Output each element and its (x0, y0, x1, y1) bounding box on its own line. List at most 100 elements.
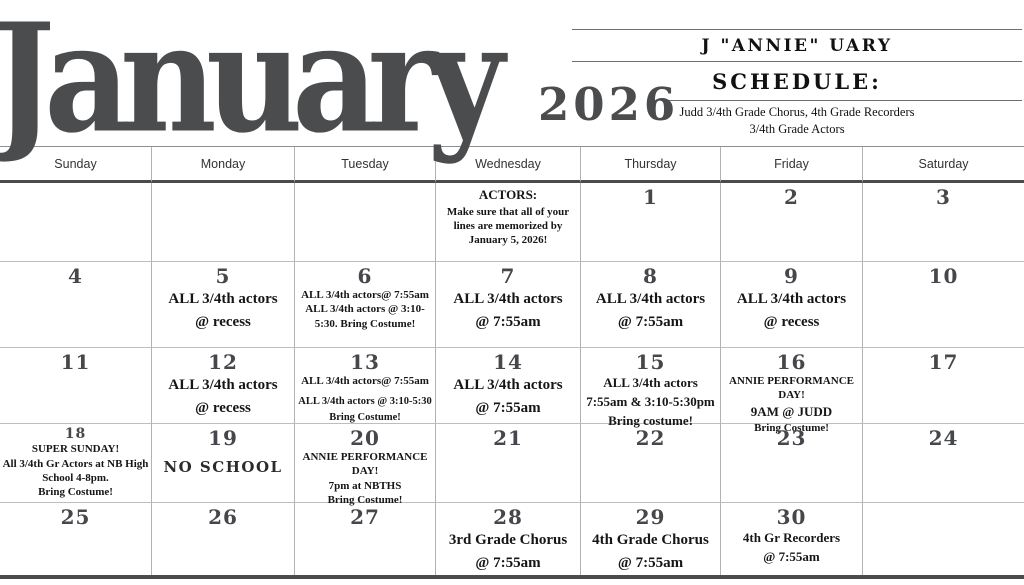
day-number: 23 (776, 426, 807, 450)
event-line: @ recess (195, 399, 251, 416)
event-line: Bring costume! (608, 412, 693, 428)
year-label: 2026 (538, 78, 680, 131)
calendar-cell-10: 10 (863, 262, 1024, 348)
schedule-word: SCHEDULE: (712, 69, 882, 94)
calendar-cell-1: 1 (581, 183, 721, 262)
day-number: 30 (776, 505, 807, 529)
calendar-cell-8: 8 ALL 3/4th actors @ 7:55am (581, 262, 721, 348)
event-line: Bring Costume! (754, 422, 829, 435)
calendar-cell-16: 16 ANNIE PERFORMANCE DAY! 9AM @ JUDD Bring … (721, 348, 863, 434)
calendar-cell-24: 24 (863, 424, 1024, 503)
event-line: @ 7:55am (475, 554, 541, 571)
day-number: 6 (357, 264, 373, 288)
calendar-cell-26: 26 (152, 503, 295, 575)
event-line: Make sure that all of your lines are mem… (446, 205, 570, 247)
day-number: 26 (208, 505, 238, 529)
calendar-cell-3: 3 (863, 183, 1024, 262)
day-header-thursday: Thursday (581, 147, 721, 183)
day-number: 2 (784, 185, 799, 209)
day-number: 17 (928, 350, 959, 374)
calendar-cell-29: 29 4th Grade Chorus @ 7:55am (581, 503, 721, 575)
day-header-tuesday: Tuesday (295, 147, 436, 183)
event-line: @ 7:55am (475, 399, 541, 416)
calendar-cell (152, 183, 295, 262)
calendar-cell-12: 12 ALL 3/4th actors @ recess (152, 348, 295, 424)
event-line: 9AM @ JUDD (750, 403, 833, 419)
event-line: SUPER SUNDAY! (31, 443, 120, 456)
calendar-cell-21: 21 (436, 424, 581, 503)
event-line: @ 7:55am (617, 313, 684, 330)
calendar-cell: ACTORS: Make sure that all of your lines … (436, 183, 581, 262)
day-number: 25 (60, 505, 91, 529)
day-number: 11 (60, 350, 91, 374)
day-number: 24 (928, 426, 959, 450)
event-line: 7:55am & 3:10-5:30pm (586, 393, 715, 409)
calendar-cell-20: 20 ANNIE PERFORMANCE DAY! 7pm at NBTHS Brin… (295, 424, 436, 506)
event-line: ALL 3/4th actors @ 3:10-5:30 (298, 396, 432, 408)
calendar-cell (0, 183, 152, 262)
event-line: ALL 3/4th actors (603, 375, 698, 390)
event-line: 4th Gr Recorders (742, 530, 841, 545)
day-header-monday: Monday (152, 147, 295, 183)
calendar-cell-4: 4 (0, 262, 152, 348)
event-line: @ 7:55am (475, 313, 541, 330)
day-number: 8 (643, 264, 658, 288)
event-line: ALL 3/4th actors (595, 291, 706, 307)
event-line: @ 7:55am (763, 548, 820, 564)
schedule-title: J "ANNIE" UARY (701, 36, 893, 56)
day-number: 12 (208, 350, 238, 374)
day-number: 13 (350, 350, 380, 374)
event-line: ALL 3/4th actors@ 7:55am (301, 375, 429, 387)
schedule-subtitle-1: Judd 3/4th Grade Chorus, 4th Grade Recor… (679, 105, 915, 119)
schedule-subtitle-2: 3/4th Grade Actors (749, 121, 845, 136)
day-number: 22 (635, 426, 666, 450)
calendar-cell-9: 9 ALL 3/4th actors @ recess (721, 262, 863, 348)
calendar-cell-22: 22 (581, 424, 721, 503)
calendar-cell (863, 503, 1024, 575)
calendar-cell-15: 15 ALL 3/4th actors 7:55am & 3:10-5:30pm Br… (581, 348, 721, 428)
event-line: @ recess (763, 313, 820, 330)
day-header-wednesday: Wednesday (436, 147, 581, 183)
day-number: 19 (208, 426, 238, 450)
calendar-cell-13: 13 ALL 3/4th actors@ 7:55am ALL 3/4th acto… (295, 348, 436, 424)
calendar-cell (295, 183, 436, 262)
day-number: 3 (936, 185, 951, 209)
event-line: ALL 3/4th actors@ 7:55am (301, 289, 429, 301)
day-number: 15 (635, 350, 666, 374)
header-divider-short (663, 100, 1022, 101)
event-line: ALL 3/4th actors (453, 377, 563, 393)
event-line: ALL 3/4th actors (168, 291, 278, 307)
day-header-friday: Friday (721, 147, 863, 183)
calendar-cell-11: 11 (0, 348, 152, 424)
event-line: ACTORS: (478, 187, 538, 202)
day-number: 14 (493, 350, 523, 374)
event-line: ALL 3/4th actors @ 3:10-5:30. Bring Cost… (305, 303, 425, 330)
calendar-cell-19: 19 NO SCHOOL (152, 424, 295, 503)
calendar-cell-27: 27 (295, 503, 436, 575)
schedule-header: J "ANNIE" UARY SCHEDULE: Judd 3/4th Grad… (572, 29, 1022, 137)
event-line: Bring Costume! (38, 486, 113, 499)
event-line: Bring Costume! (327, 493, 403, 506)
calendar-grid: Sunday Monday Tuesday Wednesday Thursday Frid… (0, 146, 1024, 579)
calendar-cell-25: 25 (0, 503, 152, 575)
event-line: All 3/4th Gr Actors at NB High (2, 457, 149, 470)
calendar-cell-23: 23 (721, 424, 863, 503)
day-number: 5 (215, 264, 231, 288)
day-number: 29 (635, 505, 666, 529)
event-line: ALL 3/4th actors (736, 291, 847, 307)
event-line: ANNIE PERFORMANCE DAY! (729, 375, 854, 402)
day-number: 1 (643, 185, 658, 209)
month-title: January (0, 0, 505, 167)
event-line: @ recess (195, 313, 251, 330)
calendar-cell-14: 14 ALL 3/4th actors @ 7:55am (436, 348, 581, 424)
event-line: NO SCHOOL (163, 458, 283, 476)
calendar-cell-28: 28 3rd Grade Chorus @ 7:55am (436, 503, 581, 575)
event-line: 3rd Grade Chorus (448, 532, 568, 548)
day-header-saturday: Saturday (863, 147, 1024, 183)
calendar-cell-18: 18 SUPER SUNDAY! All 3/4th Gr Actors at NB… (0, 424, 152, 503)
calendar-cell-2: 2 (721, 183, 863, 262)
day-number: 21 (493, 426, 523, 450)
day-number: 9 (784, 264, 799, 288)
calendar-cell-17: 17 (863, 348, 1024, 424)
day-number: 18 (64, 426, 87, 442)
